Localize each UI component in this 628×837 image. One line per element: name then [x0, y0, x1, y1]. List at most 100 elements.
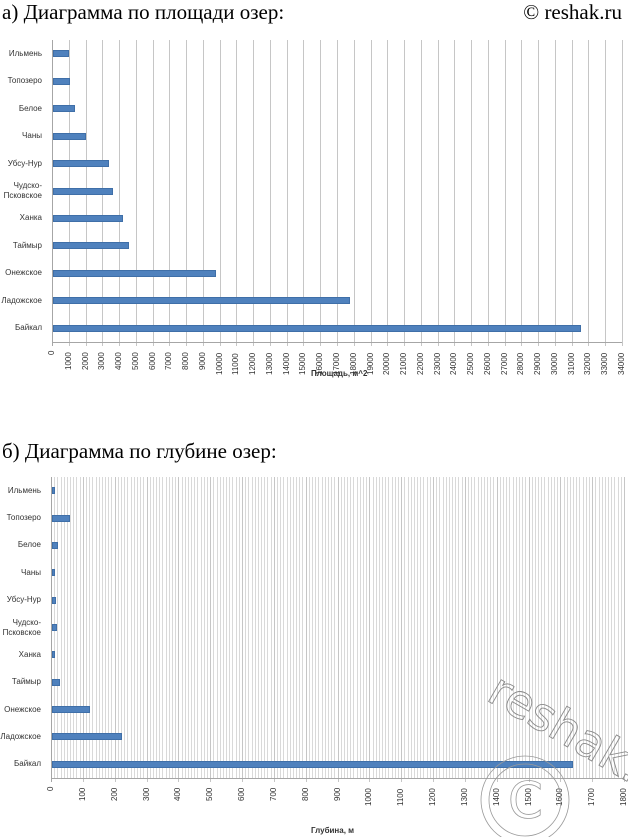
gridline: [242, 477, 243, 782]
minor-gridline: [165, 477, 167, 778]
minor-gridline: [378, 477, 380, 778]
gridline: [269, 40, 271, 346]
minor-gridline: [512, 477, 514, 778]
heading-depth-chart: б) Диаграмма по глубине озер:: [2, 439, 277, 463]
minor-gridline: [111, 477, 113, 778]
gridline: [253, 40, 255, 346]
minor-gridline: [280, 477, 282, 778]
x-tick-label: 800: [300, 787, 310, 801]
minor-gridline: [283, 477, 285, 778]
minor-gridline: [194, 477, 196, 778]
minor-gridline: [200, 477, 202, 778]
minor-gridline: [566, 477, 568, 778]
gridline: [370, 40, 372, 346]
minor-gridline: [375, 477, 377, 778]
minor-gridline: [216, 477, 218, 778]
minor-gridline: [181, 477, 183, 778]
minor-gridline: [423, 477, 425, 778]
minor-gridline: [302, 477, 304, 778]
category-label: Таймыр: [11, 677, 41, 687]
gridline: [437, 40, 439, 346]
x-axis-line: [52, 342, 622, 343]
minor-gridline: [413, 477, 415, 778]
category-label: Белое: [18, 103, 42, 113]
minor-gridline: [353, 477, 355, 778]
category-label: Топозеро: [6, 513, 41, 523]
minor-gridline: [420, 477, 422, 778]
minor-gridline: [544, 477, 546, 778]
minor-gridline: [261, 477, 263, 778]
heading-area-chart: а) Диаграмма по площади озер:: [2, 0, 285, 24]
x-axis-line: [51, 778, 624, 779]
bar: [52, 678, 61, 686]
bar: [52, 733, 123, 741]
minor-gridline: [471, 477, 473, 778]
minor-gridline: [156, 477, 158, 778]
minor-gridline: [410, 477, 412, 778]
category-label: Чаны: [22, 131, 42, 141]
minor-gridline: [468, 477, 470, 778]
minor-gridline: [105, 477, 107, 778]
gridline: [504, 40, 506, 346]
minor-gridline: [60, 477, 62, 778]
minor-gridline: [248, 477, 250, 778]
minor-gridline: [550, 477, 552, 778]
minor-gridline: [518, 477, 520, 778]
gridline: [152, 40, 154, 346]
gridline: [622, 40, 623, 346]
minor-gridline: [245, 477, 247, 778]
minor-gridline: [235, 477, 237, 778]
category-label: Ханка: [19, 213, 42, 223]
minor-gridline: [611, 477, 613, 778]
minor-gridline: [331, 477, 333, 778]
gridline: [236, 40, 238, 346]
minor-gridline: [203, 477, 205, 778]
minor-gridline: [576, 477, 578, 778]
minor-gridline: [197, 477, 199, 778]
category-label: Ильмень: [8, 48, 42, 58]
minor-gridline: [407, 477, 409, 778]
minor-gridline: [140, 477, 142, 778]
category-label: Байкал: [14, 759, 41, 769]
minor-gridline: [127, 477, 129, 778]
minor-gridline: [162, 477, 164, 778]
minor-gridline: [327, 477, 329, 778]
x-tick-label: 1500: [523, 788, 533, 806]
gridline: [496, 477, 498, 782]
minor-gridline: [264, 477, 266, 778]
gridline: [305, 477, 307, 782]
bar: [53, 105, 75, 113]
minor-gridline: [439, 477, 441, 778]
minor-gridline: [525, 477, 527, 778]
minor-gridline: [503, 477, 505, 778]
minor-gridline: [436, 477, 438, 778]
minor-gridline: [124, 477, 126, 778]
minor-gridline: [356, 477, 358, 778]
minor-gridline: [318, 477, 320, 778]
minor-gridline: [569, 477, 571, 778]
minor-gridline: [86, 477, 88, 778]
bar: [53, 324, 582, 332]
minor-gridline: [604, 477, 606, 778]
minor-gridline: [267, 477, 269, 778]
gridline: [119, 40, 121, 346]
gridline: [404, 40, 406, 346]
x-tick-label: 200: [109, 787, 119, 801]
minor-gridline: [108, 477, 110, 778]
minor-gridline: [133, 477, 135, 778]
bar: [52, 569, 56, 577]
gridline: [528, 477, 530, 782]
minor-gridline: [57, 477, 59, 778]
bar: [52, 651, 56, 659]
bar: [53, 214, 124, 222]
y-axis-line: [51, 477, 52, 782]
minor-gridline: [372, 477, 374, 778]
gridline: [369, 477, 371, 782]
bar: [53, 187, 113, 195]
minor-gridline: [382, 477, 384, 778]
gridline: [82, 477, 84, 782]
minor-gridline: [232, 477, 234, 778]
minor-gridline: [442, 477, 444, 778]
minor-gridline: [292, 477, 294, 778]
minor-gridline: [191, 477, 193, 778]
